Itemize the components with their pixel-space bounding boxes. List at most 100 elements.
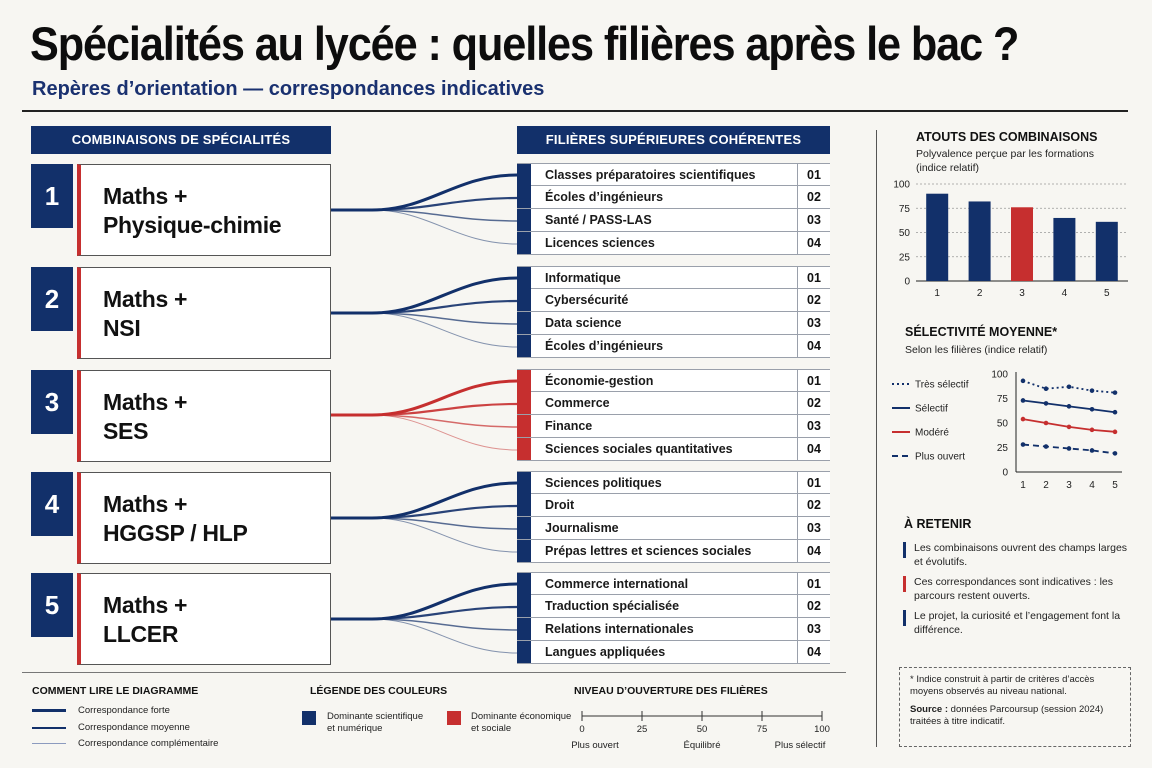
- y-tick-label: 25: [899, 252, 911, 263]
- data-point: [1089, 406, 1095, 412]
- row-marker: [517, 209, 531, 231]
- y-tick-label: 100: [991, 370, 1008, 381]
- filiere-row: Commerce 02: [517, 392, 830, 415]
- combination-line-1: Maths +: [103, 592, 188, 618]
- filiere-row: Cybersécurité 02: [517, 289, 830, 312]
- combination-line-1: Maths +: [103, 491, 188, 517]
- filiere-index: 04: [797, 438, 830, 460]
- combination-line-1: Maths +: [103, 389, 188, 415]
- connector-line: [371, 414, 518, 428]
- scale-tick-label: 0: [579, 724, 584, 735]
- filiere-row: Licences sciences 04: [517, 232, 830, 255]
- selectivite-line-chart: 0 25 50 75 100 1 2 3 4 5 Très sélectif Sélectif Modé…: [892, 370, 1122, 491]
- x-tick-label: 1: [934, 288, 940, 299]
- combination-box: Maths + Physique-chimie: [77, 164, 331, 256]
- page-title: Spécialités au lycée : quelles filières …: [30, 17, 1019, 70]
- filiere-label: Traduction spécialisée: [545, 599, 680, 613]
- atouts-bar-chart: 0 25 50 75 100 1 2 3 4 5: [893, 180, 1128, 299]
- data-point: [1089, 448, 1095, 453]
- combination-3: 3 Maths + SES: [31, 370, 331, 462]
- bar: [968, 201, 991, 281]
- filiere-index: 04: [797, 335, 830, 357]
- filiere-row: Informatique 01: [517, 266, 830, 289]
- filiere-row: Sciences sociales quantitatives 04: [517, 438, 830, 461]
- filiere-label: Commerce international: [545, 577, 689, 591]
- filiere-label: Écoles d’ingénieurs: [545, 190, 664, 204]
- row-marker: [517, 517, 531, 539]
- data-point: [1089, 427, 1095, 433]
- connector-line: [371, 618, 518, 654]
- x-tick-label: 3: [1066, 480, 1072, 491]
- data-point: [1066, 424, 1072, 430]
- filiere-label: Cybersécurité: [545, 293, 629, 307]
- filiere-row: Traduction spécialisée 02: [517, 595, 830, 618]
- filiere-index: 01: [797, 472, 830, 494]
- row-marker: [517, 312, 531, 334]
- filiere-index: 04: [797, 232, 830, 254]
- filiere-index: 04: [797, 540, 830, 562]
- lire-item-complementary: Correspondance complémentaire: [78, 738, 219, 749]
- row-marker: [517, 267, 531, 289]
- source-text: données Parcoursup (session 2024) traité…: [910, 704, 1104, 727]
- data-point: [1066, 404, 1072, 409]
- ouverture-title: NIVEAU D’OUVERTURE DES FILIÈRES: [574, 685, 768, 697]
- row-marker: [517, 415, 531, 437]
- bar: [1011, 207, 1033, 281]
- source-label: Source :: [910, 704, 949, 715]
- filiere-group-1: Classes préparatoires scientifiques 01 Éc…: [517, 163, 830, 255]
- x-tick-label: 2: [977, 288, 983, 299]
- lire-item-strong: Correspondance forte: [78, 705, 170, 716]
- data-point: [1112, 390, 1118, 395]
- filiere-label: Data science: [545, 316, 622, 330]
- footnote-source: Source : données Parcoursup (session 202…: [910, 704, 1120, 728]
- filiere-label: Sciences politiques: [545, 476, 662, 490]
- data-point: [1112, 409, 1118, 415]
- filiere-index: 03: [797, 517, 830, 539]
- connector-line: [371, 196, 518, 212]
- row-marker: [517, 472, 531, 494]
- filiere-row: Prépas lettres et sciences sociales 04: [517, 540, 830, 563]
- connector-line: [371, 605, 518, 621]
- data-point: [1112, 429, 1118, 435]
- combination-5: 5 Maths + LLCER: [31, 573, 331, 665]
- medium-line-swatch: [32, 727, 66, 729]
- connector-line: [371, 517, 518, 553]
- row-marker: [517, 641, 531, 663]
- atouts-title: ATOUTS DES COMBINAISONS: [916, 130, 1098, 144]
- legende-navy-1: Dominante scientifique: [327, 711, 424, 722]
- filiere-label: Santé / PASS-LAS: [545, 213, 652, 227]
- filiere-index: 04: [797, 641, 830, 663]
- legend-label: Très sélectif: [915, 380, 969, 391]
- data-point: [1043, 386, 1049, 391]
- a-retenir-text: Ces correspondances sont indicatives : l…: [914, 576, 1114, 602]
- row-marker: [517, 289, 531, 311]
- legende-title: LÉGENDE DES COULEURS: [310, 685, 448, 697]
- column-divider: [876, 130, 877, 747]
- filiere-index: 03: [797, 618, 830, 640]
- filiere-label: Informatique: [545, 271, 621, 285]
- filiere-label: Commerce: [545, 396, 610, 410]
- combination-1: 1 Maths + Physique-chimie: [31, 164, 331, 256]
- row-marker: [517, 392, 531, 414]
- a-retenir-item: Le projet, la curiosité et l’engagement …: [903, 609, 1133, 637]
- filiere-index: 01: [797, 370, 830, 392]
- filiere-index: 03: [797, 312, 830, 334]
- filiere-label: Finance: [545, 419, 593, 433]
- light-line-swatch: [32, 743, 66, 744]
- combination-box: Maths + NSI: [77, 267, 331, 359]
- filiere-row: Sciences politiques 01: [517, 471, 830, 494]
- bar: [1053, 217, 1076, 281]
- legend-label: Plus ouvert: [915, 452, 965, 463]
- a-retenir-text: Les combinaisons ouvrent des champs larg…: [914, 542, 1128, 568]
- selectivite-subtitle: Selon les filières (indice relatif): [905, 344, 1048, 356]
- connector-line: [371, 209, 518, 245]
- x-tick-label: 1: [1020, 480, 1026, 491]
- filiere-group-4: Sciences politiques 01 Droit 02 Journalism…: [517, 471, 830, 563]
- scale-tick-label: 25: [637, 724, 648, 735]
- row-marker: [517, 573, 531, 595]
- series-line: [1022, 380, 1116, 394]
- row-marker: [517, 164, 531, 186]
- filiere-row: Écoles d’ingénieurs 02: [517, 186, 830, 209]
- filiere-row: Relations internationales 03: [517, 618, 830, 641]
- filiere-row: Commerce international 01: [517, 572, 830, 595]
